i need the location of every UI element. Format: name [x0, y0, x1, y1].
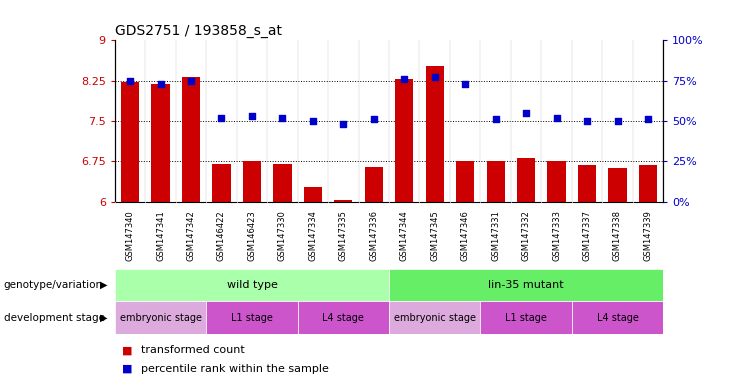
Point — [399, 76, 411, 82]
Point — [429, 74, 441, 81]
Text: L4 stage: L4 stage — [322, 313, 365, 323]
Bar — [334, 200, 353, 202]
Bar — [298, 301, 389, 334]
Text: GSM147346: GSM147346 — [461, 210, 470, 261]
Bar — [425, 66, 444, 202]
Point — [368, 116, 379, 122]
Bar — [213, 164, 230, 202]
Point — [185, 78, 197, 84]
Point — [642, 116, 654, 122]
Text: L1 stage: L1 stage — [231, 313, 273, 323]
Point — [246, 113, 258, 119]
Point — [551, 115, 562, 121]
Point — [520, 110, 532, 116]
Point — [124, 78, 136, 84]
Bar — [456, 161, 474, 202]
Text: GSM147344: GSM147344 — [399, 210, 409, 261]
Text: GSM147332: GSM147332 — [522, 210, 531, 261]
Bar — [151, 84, 170, 202]
Bar — [608, 168, 627, 202]
Point — [276, 115, 288, 121]
Bar — [487, 161, 505, 202]
Text: ▶: ▶ — [100, 313, 107, 323]
Text: GSM147342: GSM147342 — [187, 210, 196, 261]
Text: GSM147330: GSM147330 — [278, 210, 287, 261]
Text: GSM147333: GSM147333 — [552, 210, 561, 261]
Bar — [206, 301, 298, 334]
Text: GSM147341: GSM147341 — [156, 210, 165, 261]
Point — [337, 121, 349, 127]
Bar — [243, 161, 261, 202]
Text: GSM147339: GSM147339 — [643, 210, 653, 261]
Bar — [121, 82, 139, 202]
Bar — [578, 165, 597, 202]
Bar — [304, 187, 322, 202]
Text: wild type: wild type — [227, 280, 277, 290]
Text: L4 stage: L4 stage — [597, 313, 639, 323]
Point — [581, 118, 593, 124]
Text: ■: ■ — [122, 345, 133, 355]
Text: GSM147334: GSM147334 — [308, 210, 317, 261]
Bar — [572, 301, 663, 334]
Text: L1 stage: L1 stage — [505, 313, 547, 323]
Bar — [389, 269, 663, 301]
Bar — [639, 165, 657, 202]
Text: embryonic stage: embryonic stage — [119, 313, 202, 323]
Text: GSM146423: GSM146423 — [247, 210, 256, 261]
Text: ▶: ▶ — [100, 280, 107, 290]
Text: GSM147340: GSM147340 — [125, 210, 135, 261]
Point — [216, 115, 227, 121]
Point — [459, 81, 471, 87]
Bar — [115, 301, 206, 334]
Bar — [517, 157, 535, 202]
Text: GSM147331: GSM147331 — [491, 210, 500, 261]
Point — [490, 116, 502, 122]
Text: GSM146422: GSM146422 — [217, 210, 226, 260]
Bar — [395, 79, 413, 202]
Text: GSM147345: GSM147345 — [431, 210, 439, 261]
Bar — [273, 164, 291, 202]
Text: embryonic stage: embryonic stage — [393, 313, 476, 323]
Bar — [115, 269, 389, 301]
Bar — [365, 167, 383, 202]
Text: ■: ■ — [122, 364, 133, 374]
Text: GSM147338: GSM147338 — [613, 210, 622, 261]
Text: genotype/variation: genotype/variation — [4, 280, 103, 290]
Bar — [548, 161, 565, 202]
Text: percentile rank within the sample: percentile rank within the sample — [141, 364, 329, 374]
Text: GSM147335: GSM147335 — [339, 210, 348, 261]
Text: lin-35 mutant: lin-35 mutant — [488, 280, 564, 290]
Point — [611, 118, 623, 124]
Text: GDS2751 / 193858_s_at: GDS2751 / 193858_s_at — [115, 24, 282, 38]
Point — [307, 118, 319, 124]
Text: GSM147337: GSM147337 — [582, 210, 591, 261]
Point — [155, 81, 167, 87]
Text: GSM147336: GSM147336 — [369, 210, 379, 261]
Bar — [480, 301, 572, 334]
Text: development stage: development stage — [4, 313, 104, 323]
Bar — [182, 77, 200, 202]
Text: transformed count: transformed count — [141, 345, 245, 355]
Bar — [389, 301, 480, 334]
